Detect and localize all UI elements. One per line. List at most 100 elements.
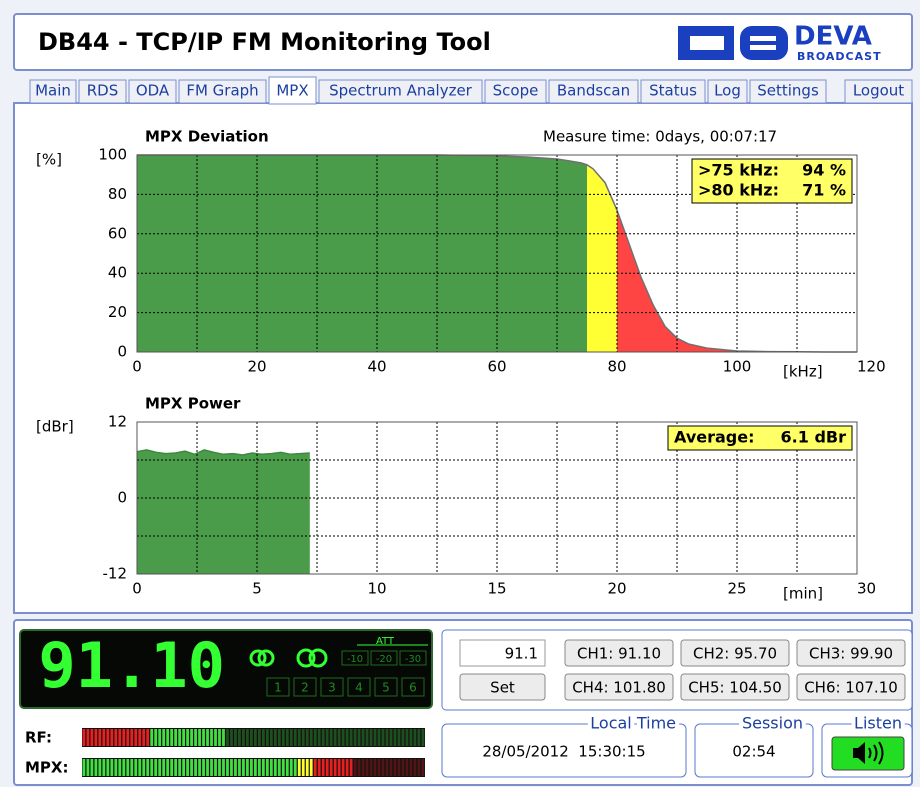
meter-segment	[242, 759, 245, 776]
y-axis-label: [%]	[36, 151, 62, 169]
meter-segment	[273, 729, 277, 746]
tab[interactable]: MPX	[268, 76, 317, 105]
meter-segment	[146, 759, 150, 776]
meter-segment	[357, 729, 361, 746]
measure-time: Measure time: 0days, 00:07:17	[543, 128, 777, 146]
frequency-input[interactable]	[459, 639, 546, 667]
meter-segment	[337, 729, 341, 746]
tab[interactable]: Main	[29, 79, 77, 104]
meter-segment	[285, 759, 289, 776]
meter-segment	[194, 759, 197, 776]
meter-segment	[134, 729, 138, 746]
region-fill	[617, 210, 857, 352]
meter-segment	[293, 759, 297, 776]
listen-button[interactable]	[831, 736, 905, 771]
x-axis-label: [min]	[783, 585, 823, 603]
slot-label: 4	[355, 681, 363, 695]
tab[interactable]: Settings	[749, 79, 827, 104]
meter-segment	[317, 759, 321, 776]
channel-button[interactable]: CH5: 104.50	[680, 673, 790, 701]
tab[interactable]: Scope	[484, 79, 547, 104]
channel-button[interactable]: CH4: 101.80	[564, 673, 674, 701]
meter-segment	[142, 759, 146, 776]
area-line	[136, 449, 310, 456]
meter-segment	[106, 759, 110, 776]
meter-segment	[94, 759, 98, 776]
meter-segment	[130, 759, 134, 776]
tab-label: Settings	[757, 82, 819, 100]
set-button[interactable]: Set	[459, 673, 546, 701]
fieldset-legend: Session	[742, 714, 803, 733]
app-title: DB44 - TCP/IP FM Monitoring Tool	[38, 28, 491, 56]
tab-label: ODA	[136, 82, 170, 100]
tab-label: Scope	[493, 82, 539, 100]
x-tick-label: 5	[252, 580, 262, 598]
meter-segment	[261, 729, 265, 746]
meter-segment	[98, 729, 102, 746]
att-value: -20	[376, 654, 392, 665]
meter-segment	[337, 759, 341, 776]
meter-segment	[198, 729, 201, 746]
channel-button-label: CH6: 107.10	[804, 679, 898, 697]
fieldset	[441, 723, 687, 778]
tab[interactable]: Log	[707, 79, 748, 104]
meter-segment	[126, 759, 130, 776]
tab[interactable]: Spectrum Analyzer	[318, 79, 483, 104]
channel-button[interactable]: CH6: 107.10	[796, 673, 906, 701]
logo: DEVA BROADCAST	[678, 22, 881, 63]
plot-border	[136, 154, 858, 353]
channel-button-label: CH3: 99.90	[809, 645, 893, 663]
meter-segment	[369, 759, 373, 776]
tab-label: Spectrum Analyzer	[329, 82, 473, 100]
meter-segment	[222, 729, 225, 746]
tab[interactable]: Logout	[844, 79, 913, 104]
meter-segment	[309, 759, 313, 776]
meter-segment	[142, 729, 146, 746]
meter-segment	[250, 729, 253, 746]
frequency: 91.10	[38, 629, 225, 702]
frequency-input-text: 91.1	[505, 645, 538, 663]
meter-segment	[186, 729, 189, 746]
meter-bg	[82, 728, 425, 747]
channel-button[interactable]: CH1: 91.10	[564, 639, 674, 667]
channel-button[interactable]: CH2: 95.70	[680, 639, 790, 667]
meter-segment	[269, 759, 273, 776]
chart-title: MPX Power	[145, 395, 241, 413]
meter-segment	[202, 729, 205, 746]
x-tick-label: 20	[247, 358, 266, 376]
slot-box	[293, 677, 317, 697]
tab-label: RDS	[87, 82, 119, 100]
meter-segment	[166, 759, 170, 776]
meter-segment	[373, 759, 377, 776]
annotation-label: >75 kHz:	[698, 161, 779, 180]
meter-segment	[257, 759, 261, 776]
tab-face	[268, 76, 317, 105]
meter-segment	[381, 729, 385, 746]
meter-segment	[86, 729, 90, 746]
tab[interactable]: ODA	[128, 79, 177, 104]
region-fill	[587, 164, 617, 352]
session-value: 02:54	[732, 743, 775, 761]
x-tick-label: 15	[487, 580, 506, 598]
meter-segment	[261, 759, 265, 776]
x-tick-label: 60	[487, 358, 506, 376]
meter-segment	[238, 759, 241, 776]
meter-segment	[345, 729, 349, 746]
x-tick-label: 120	[857, 358, 886, 376]
meter-segment	[353, 759, 357, 776]
tab[interactable]: FM Graph	[178, 79, 267, 104]
tab-face	[78, 79, 127, 104]
tab[interactable]: Bandscan	[548, 79, 639, 104]
logo-mark	[690, 36, 724, 50]
meter-segment	[377, 729, 381, 746]
meter-segment	[325, 759, 329, 776]
tab[interactable]: RDS	[78, 79, 127, 104]
meter-segment	[349, 759, 353, 776]
meter-segment	[234, 729, 237, 746]
meter-segment	[186, 759, 189, 776]
tuner-display	[19, 629, 433, 709]
tab[interactable]: Status	[640, 79, 706, 104]
meter-segment	[110, 759, 114, 776]
channel-button[interactable]: CH3: 99.90	[796, 639, 906, 667]
